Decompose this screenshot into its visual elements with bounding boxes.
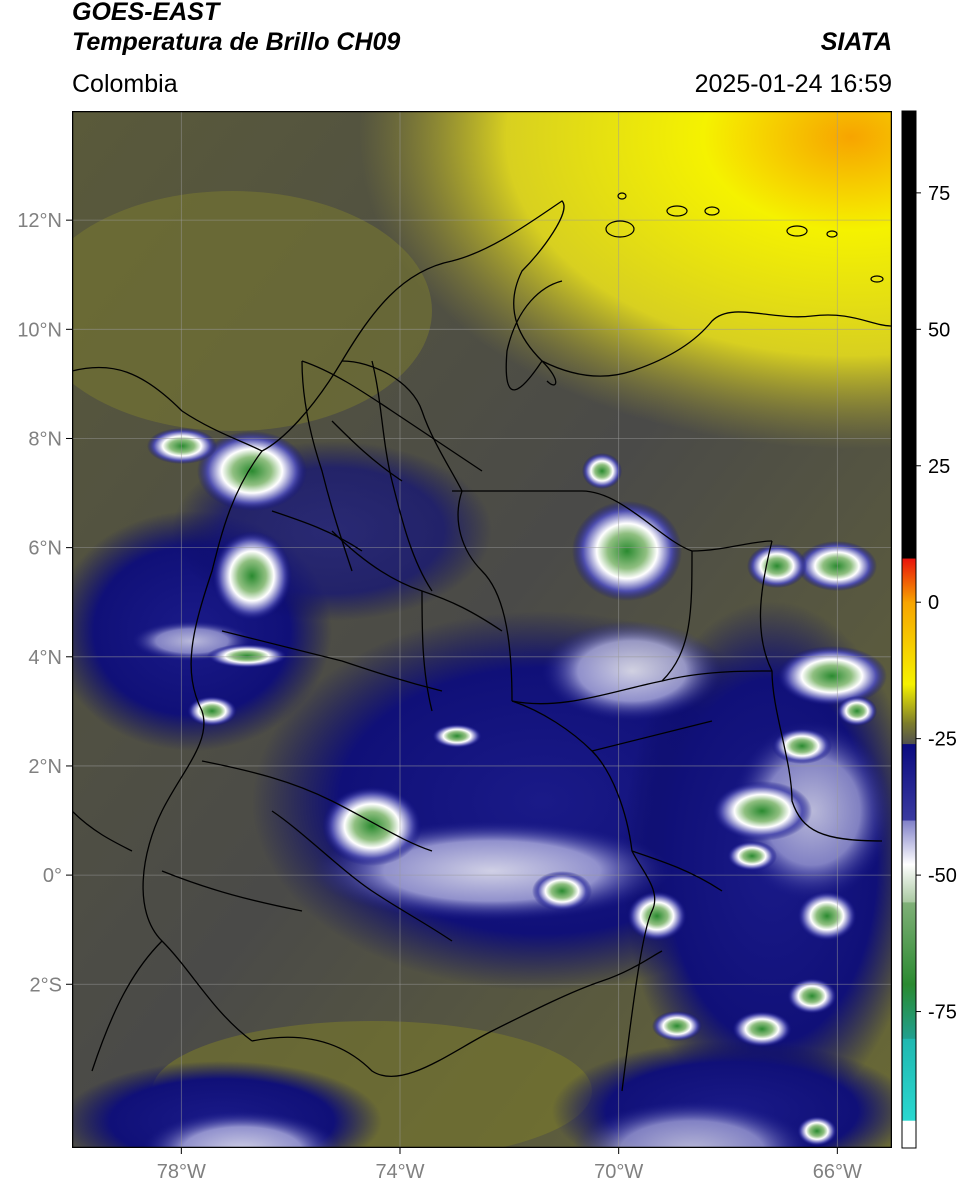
- colorbar-tick-label: -50: [928, 865, 957, 887]
- product-title: Temperatura de Brillo CH09: [72, 28, 401, 56]
- colorbar-segment: [902, 722, 916, 745]
- colorbar-segment: [902, 820, 916, 865]
- colorbar-segment: [902, 684, 916, 723]
- colorbar-tick-label: 50: [928, 319, 950, 341]
- colorbar-tick-label: -75: [928, 1002, 957, 1024]
- colorbar-tick-label: 0: [928, 592, 939, 614]
- colorbar-tick-label: -25: [928, 729, 957, 751]
- brand-label: SIATA: [820, 28, 892, 56]
- satellite-title: GOES-EAST: [72, 0, 220, 26]
- caribbean-islands: [605, 192, 884, 283]
- colorbar-segment: [902, 744, 916, 822]
- lat-tick-label: 0°: [43, 865, 62, 887]
- lon-tick-label: 74°W: [375, 1161, 424, 1183]
- lat-tick-label: 2°S: [30, 974, 62, 996]
- colorbar-segment: [902, 984, 916, 1040]
- graticule: [72, 111, 892, 1148]
- olive-region-north: [72, 191, 432, 431]
- latitude-tick-labels: 12°N 10°N 8°N 6°N 4°N 2°N 0° 2°S: [17, 210, 72, 996]
- colorbar-tick-label: 75: [928, 183, 950, 205]
- lat-tick-label: 12°N: [17, 210, 62, 232]
- convective-cores: [147, 428, 887, 1146]
- region-label: Colombia: [72, 70, 178, 98]
- datetime-label: 2025-01-24 16:59: [694, 70, 892, 98]
- colorbar-frame: [901, 110, 917, 1149]
- lat-tick-label: 2°N: [28, 756, 62, 778]
- lat-tick-label: 8°N: [28, 428, 62, 450]
- lon-tick-label: 70°W: [594, 1161, 643, 1183]
- satellite-map[interactable]: [72, 111, 892, 1148]
- lon-tick-label: 78°W: [157, 1161, 206, 1183]
- colorbar-tick-label: 25: [928, 456, 950, 478]
- colorbar-segment: [902, 902, 916, 985]
- colorbar: 75 50 25 0 -25 -50 -75: [901, 110, 957, 1149]
- lat-tick-label: 6°N: [28, 538, 62, 560]
- colorbar-segment: [902, 558, 916, 603]
- colorbar-segment: [902, 1120, 916, 1149]
- colorbar-segment: [902, 1038, 916, 1122]
- colorbar-segment: [902, 111, 916, 560]
- lat-tick-label: 4°N: [28, 647, 62, 669]
- coastlines-and-borders: [72, 200, 892, 1092]
- colorbar-segment: [902, 864, 916, 903]
- colorbar-segment: [902, 602, 916, 685]
- lon-tick-label: 66°W: [813, 1161, 862, 1183]
- longitude-tick-labels: 78°W 74°W 70°W 66°W: [157, 1148, 862, 1183]
- lat-tick-label: 10°N: [17, 319, 62, 341]
- map-frame: [72, 111, 892, 1148]
